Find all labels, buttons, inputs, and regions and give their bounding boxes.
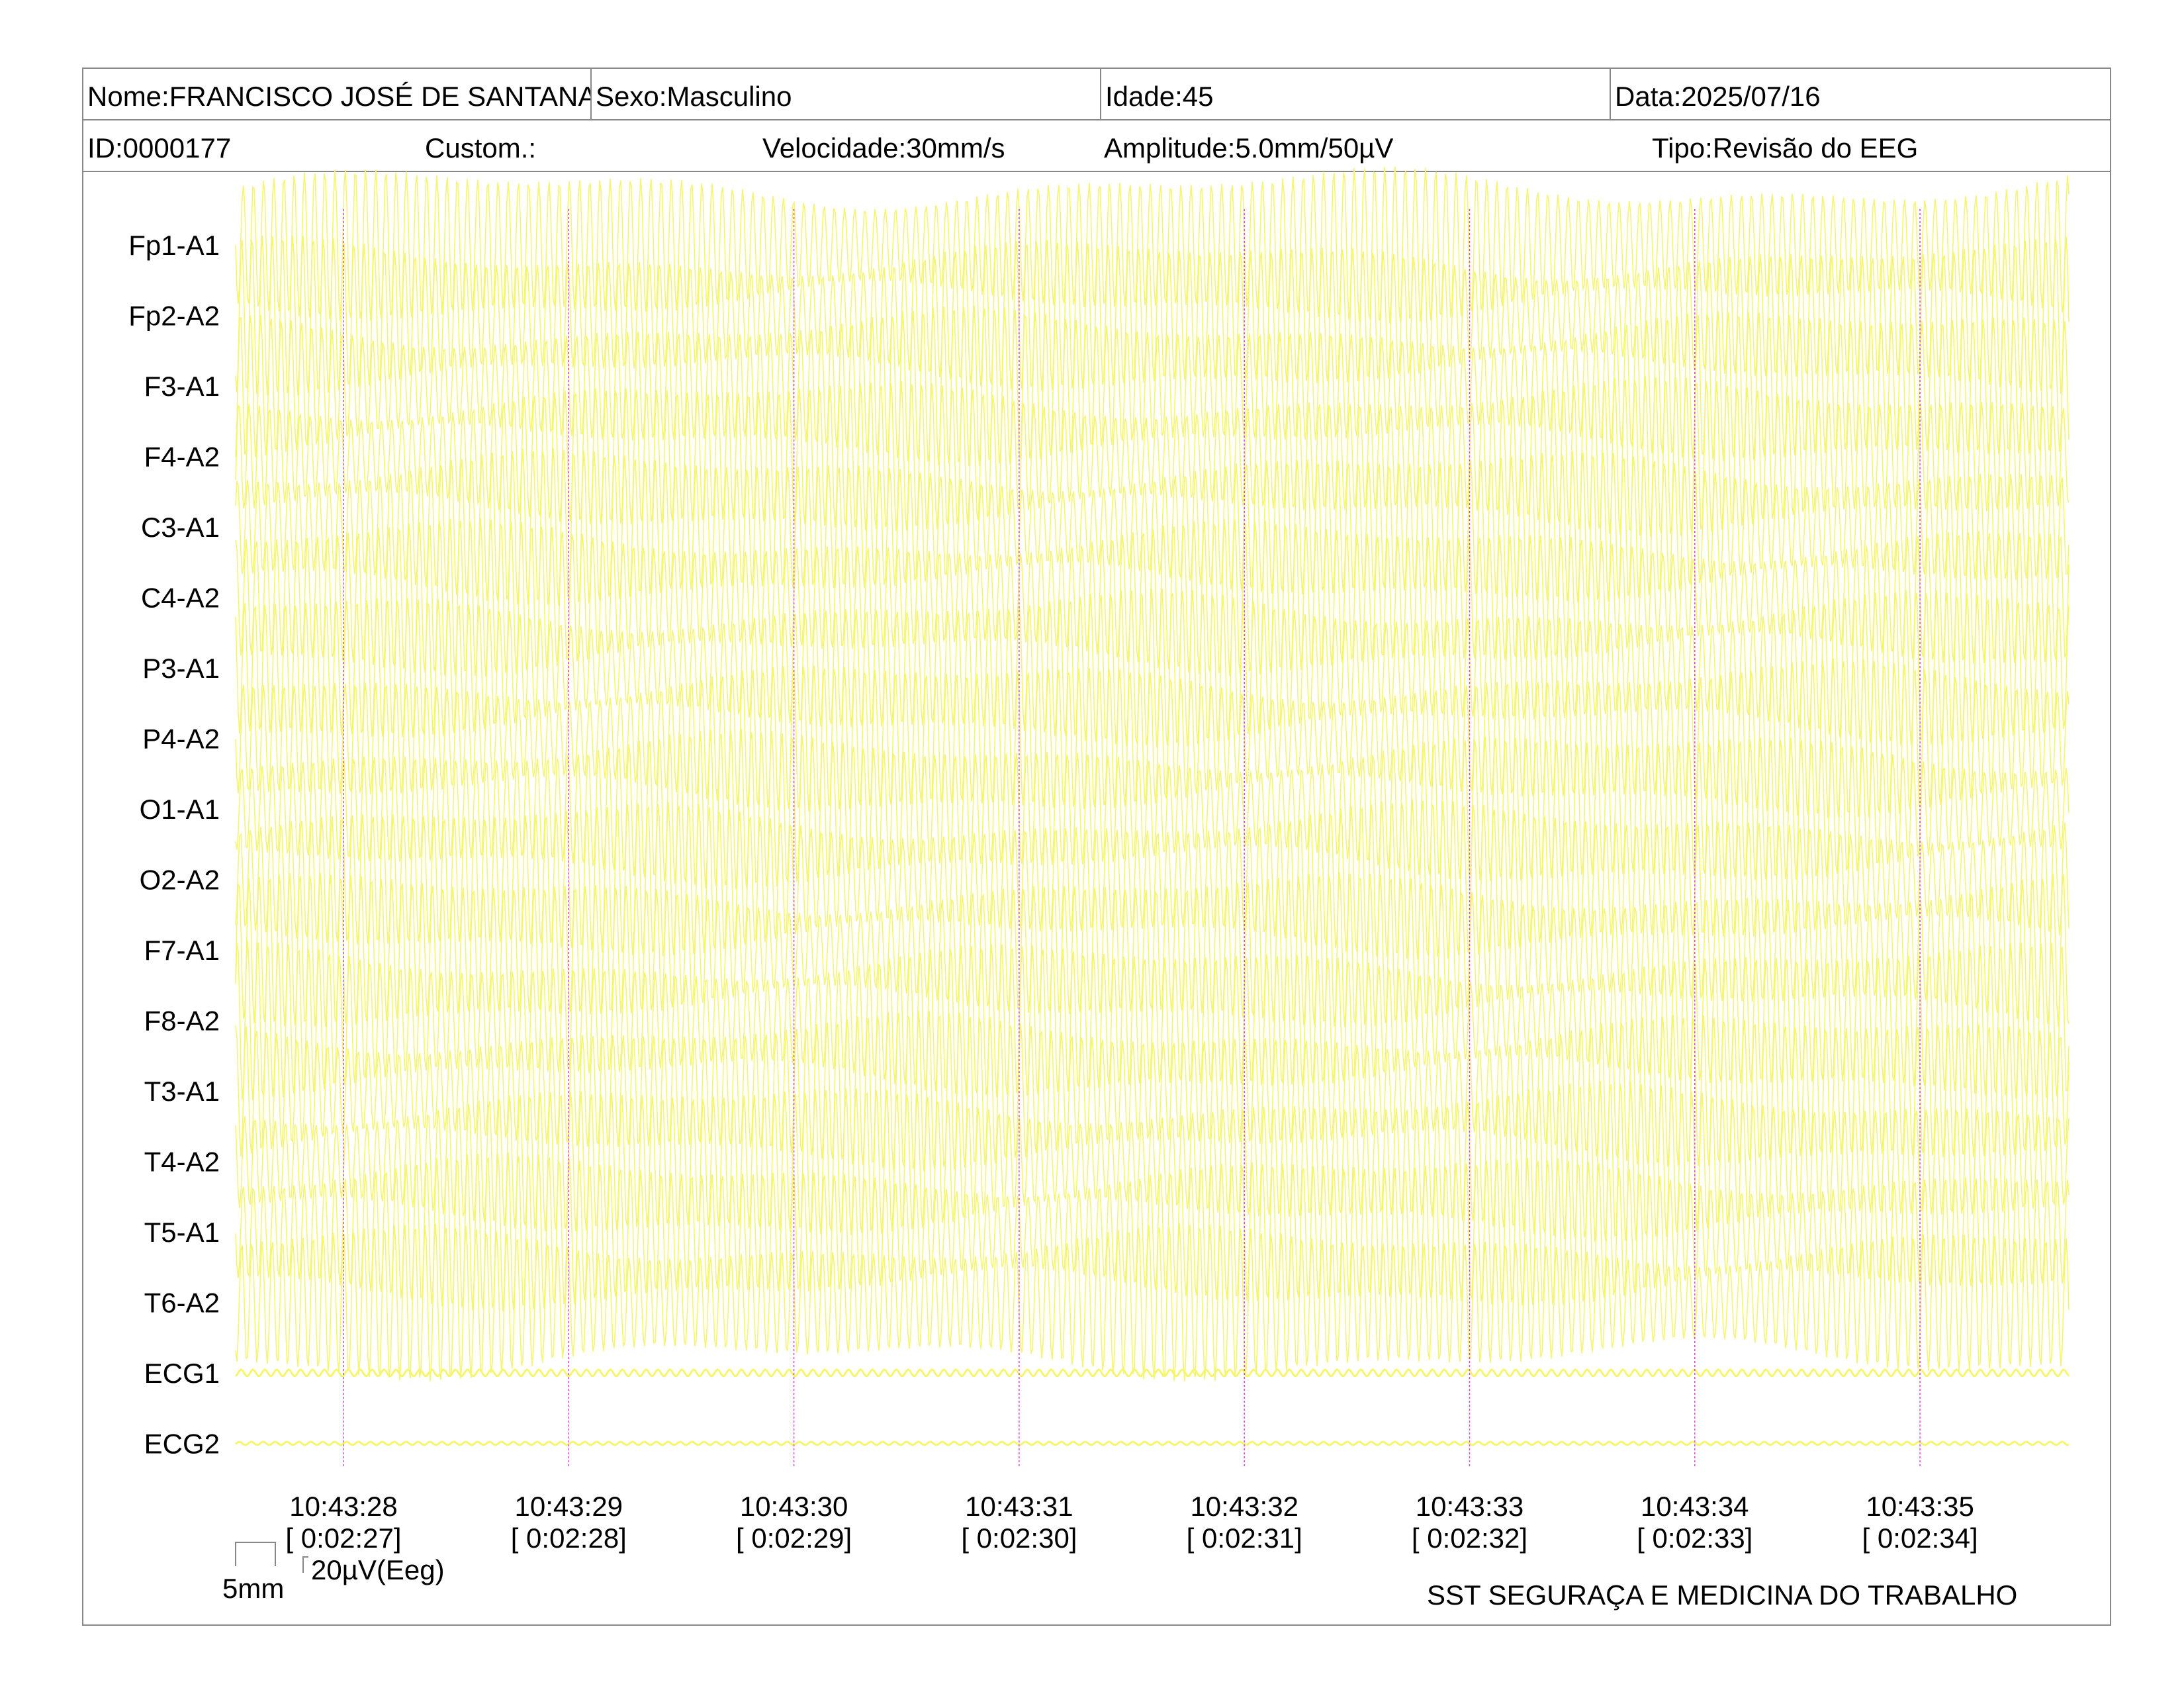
organization-footer: SST SEGURAÇA E MEDICINA DO TRABALHO: [1427, 1579, 2018, 1611]
header-row-2: ID:0000177 Custom.: Velocidade:30mm/s Am…: [83, 120, 2110, 172]
time-clock-label: 10:43:32: [1190, 1491, 1298, 1522]
channel-label: O1-A1: [140, 794, 220, 825]
trace-p4-a2: [235, 658, 2070, 818]
trace-fp2-a2: [235, 235, 2070, 396]
header-row-1: Nome:FRANCISCO JOSÉ DE SANTANA Sexo:Masc…: [83, 69, 2110, 120]
time-elapsed-label: [ 0:02:33]: [1637, 1523, 1752, 1554]
trace-f3-a1: [235, 305, 2070, 467]
trace-o2-a2: [235, 799, 2070, 960]
scale-vertical-label: 20µV(Eeg): [311, 1554, 445, 1585]
time-elapsed-label: [ 0:02:27]: [285, 1523, 401, 1554]
trace-o1-a1: [235, 728, 2070, 890]
trace-fp1-a1: [235, 166, 2070, 324]
trace-t3-a1: [235, 1010, 2070, 1172]
channel-label: F8-A2: [144, 1006, 220, 1037]
time-elapsed-label: [ 0:02:30]: [961, 1523, 1077, 1554]
trace-c4-a2: [235, 518, 2070, 677]
channel-label: F4-A2: [144, 442, 220, 473]
channel-label: C3-A1: [141, 512, 220, 543]
scale-bar-icon: [235, 1542, 308, 1573]
exam-date: Data:2025/07/16: [1610, 69, 2111, 120]
exam-type: Tipo:Revisão do EEG: [1652, 132, 1919, 164]
trace-f8-a2: [235, 940, 2070, 1101]
channel-label: O2-A2: [140, 865, 220, 896]
patient-id: ID:0000177: [87, 132, 232, 164]
time-elapsed-label: [ 0:02:29]: [736, 1523, 852, 1554]
trace-ecg2: [235, 1440, 2070, 1446]
time-clock-label: 10:43:34: [1641, 1491, 1749, 1522]
channel-label: T6-A2: [144, 1288, 220, 1319]
channel-label: T4-A2: [144, 1147, 220, 1178]
channel-label: F7-A1: [144, 935, 220, 966]
channel-label: P4-A2: [142, 724, 220, 755]
patient-age: Idade:45: [1100, 69, 1610, 120]
time-clock-label: 10:43:28: [289, 1491, 398, 1522]
time-clock-label: 10:43:30: [740, 1491, 848, 1522]
channel-label: T3-A1: [144, 1076, 220, 1107]
time-elapsed-label: [ 0:02:32]: [1412, 1523, 1527, 1554]
channel-label: ECG2: [144, 1429, 220, 1460]
scale-horizontal-label: 5mm: [222, 1573, 285, 1604]
channel-label: Fp2-A2: [128, 301, 220, 332]
time-clock-label: 10:43:33: [1416, 1491, 1524, 1522]
time-clock-label: 10:43:29: [515, 1491, 623, 1522]
trace-p3-a1: [235, 588, 2070, 748]
channel-label: T5-A1: [144, 1217, 220, 1248]
channel-label: F3-A1: [144, 371, 220, 402]
trace-t5-a1: [235, 1152, 2070, 1312]
time-elapsed-label: [ 0:02:28]: [511, 1523, 627, 1554]
trace-f7-a1: [235, 872, 2070, 1028]
trace-c3-a1: [235, 447, 2070, 606]
recording-speed: Velocidade:30mm/s: [762, 132, 1005, 164]
channel-label: P3-A1: [142, 653, 220, 684]
time-elapsed-label: [ 0:02:31]: [1187, 1523, 1302, 1554]
custom-field: Custom.:: [425, 132, 537, 164]
channel-label: C4-A2: [141, 583, 220, 614]
patient-sex: Sexo:Masculino: [590, 69, 1100, 120]
time-elapsed-label: [ 0:02:34]: [1862, 1523, 1978, 1554]
trace-t4-a2: [235, 1080, 2070, 1242]
channel-label: ECG1: [144, 1358, 220, 1389]
trace-t6-a2: [235, 1223, 2070, 1382]
eeg-report-sheet: Nome:FRANCISCO JOSÉ DE SANTANA Sexo:Masc…: [82, 68, 2111, 1626]
trace-ecg1: [234, 1368, 2070, 1378]
recording-amplitude: Amplitude:5.0mm/50µV: [1104, 132, 1394, 164]
patient-name: Nome:FRANCISCO JOSÉ DE SANTANA: [87, 81, 590, 112]
time-clock-label: 10:43:35: [1866, 1491, 1974, 1522]
time-clock-label: 10:43:31: [965, 1491, 1073, 1522]
channel-label: Fp1-A1: [128, 230, 220, 261]
